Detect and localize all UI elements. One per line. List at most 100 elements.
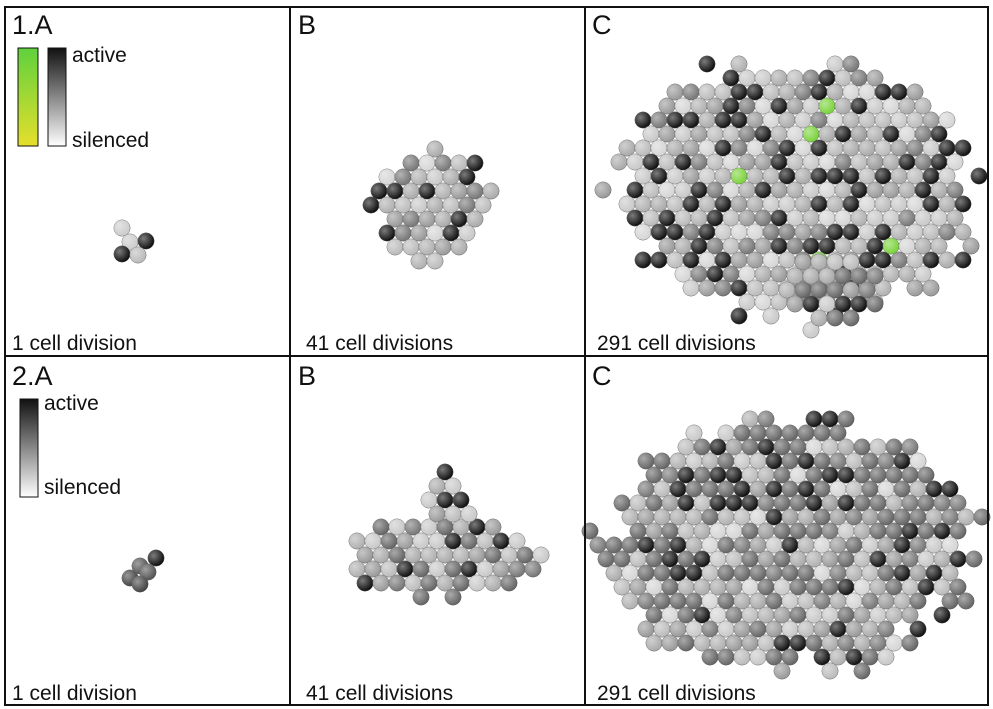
cell bbox=[859, 252, 875, 268]
cell bbox=[699, 224, 715, 240]
cell bbox=[477, 533, 493, 549]
cell bbox=[883, 210, 899, 226]
cell bbox=[830, 621, 846, 637]
cell bbox=[395, 197, 411, 213]
cell bbox=[734, 509, 750, 525]
cell bbox=[867, 154, 883, 170]
cell bbox=[899, 182, 915, 198]
cell bbox=[659, 126, 675, 142]
cell bbox=[771, 210, 787, 226]
cell bbox=[819, 70, 835, 86]
cell bbox=[445, 506, 461, 522]
cell bbox=[467, 183, 483, 199]
cell bbox=[397, 533, 413, 549]
cell bbox=[734, 453, 750, 469]
cell bbox=[942, 593, 958, 609]
cell bbox=[774, 663, 790, 679]
cell bbox=[710, 495, 726, 511]
cell bbox=[966, 551, 982, 567]
cell bbox=[747, 168, 763, 184]
cell bbox=[694, 579, 710, 595]
cell bbox=[851, 210, 867, 226]
cell bbox=[683, 84, 699, 100]
cell bbox=[867, 182, 883, 198]
cell bbox=[734, 621, 750, 637]
cell bbox=[686, 537, 702, 553]
cell bbox=[445, 533, 461, 549]
cell bbox=[803, 238, 819, 254]
cell bbox=[942, 481, 958, 497]
cell bbox=[646, 467, 662, 483]
cell bbox=[811, 254, 827, 270]
cell bbox=[779, 252, 795, 268]
cell bbox=[766, 425, 782, 441]
cell bbox=[835, 268, 851, 284]
cell bbox=[654, 481, 670, 497]
cell bbox=[731, 140, 747, 156]
cell bbox=[525, 561, 541, 577]
cell bbox=[942, 565, 958, 581]
cell bbox=[902, 439, 918, 455]
cell bbox=[691, 126, 707, 142]
cell bbox=[742, 467, 758, 483]
cell bbox=[822, 607, 838, 623]
cell bbox=[651, 252, 667, 268]
cell bbox=[405, 547, 421, 563]
cell bbox=[854, 523, 870, 539]
cell bbox=[667, 168, 683, 184]
cell bbox=[421, 547, 437, 563]
cell bbox=[958, 593, 974, 609]
cell bbox=[843, 254, 859, 270]
cell bbox=[902, 495, 918, 511]
cell bbox=[715, 252, 731, 268]
cell bbox=[715, 196, 731, 212]
cell bbox=[790, 607, 806, 623]
cell bbox=[349, 533, 365, 549]
cell bbox=[622, 565, 638, 581]
cell bbox=[862, 509, 878, 525]
cell bbox=[702, 509, 718, 525]
cell bbox=[731, 308, 747, 324]
cell bbox=[699, 280, 715, 296]
cell bbox=[627, 182, 643, 198]
cell bbox=[774, 467, 790, 483]
cell bbox=[822, 439, 838, 455]
cell bbox=[755, 294, 771, 310]
cell bbox=[846, 509, 862, 525]
cell bbox=[950, 523, 966, 539]
cell bbox=[654, 593, 670, 609]
cell bbox=[819, 296, 835, 312]
cell bbox=[646, 523, 662, 539]
cell bbox=[811, 140, 827, 156]
cell bbox=[739, 266, 755, 282]
cell bbox=[942, 509, 958, 525]
cell bbox=[734, 481, 750, 497]
cell bbox=[766, 481, 782, 497]
cell bbox=[742, 495, 758, 511]
cell bbox=[715, 140, 731, 156]
cell bbox=[846, 481, 862, 497]
cell bbox=[822, 411, 838, 427]
cell bbox=[763, 308, 779, 324]
cell bbox=[750, 537, 766, 553]
cell bbox=[931, 238, 947, 254]
cell bbox=[934, 495, 950, 511]
cell bbox=[363, 197, 379, 213]
cell bbox=[651, 196, 667, 212]
cell bbox=[739, 210, 755, 226]
cell bbox=[758, 467, 774, 483]
cell bbox=[894, 565, 910, 581]
cell bbox=[755, 182, 771, 198]
cell bbox=[707, 126, 723, 142]
cell bbox=[726, 495, 742, 511]
cell bbox=[854, 635, 870, 651]
cell bbox=[678, 439, 694, 455]
cell bbox=[723, 126, 739, 142]
cell bbox=[843, 168, 859, 184]
cell bbox=[718, 593, 734, 609]
cell bbox=[403, 211, 419, 227]
cell bbox=[947, 154, 963, 170]
cell bbox=[859, 140, 875, 156]
caption: 41 cell divisions bbox=[306, 682, 453, 705]
cell bbox=[819, 268, 835, 284]
